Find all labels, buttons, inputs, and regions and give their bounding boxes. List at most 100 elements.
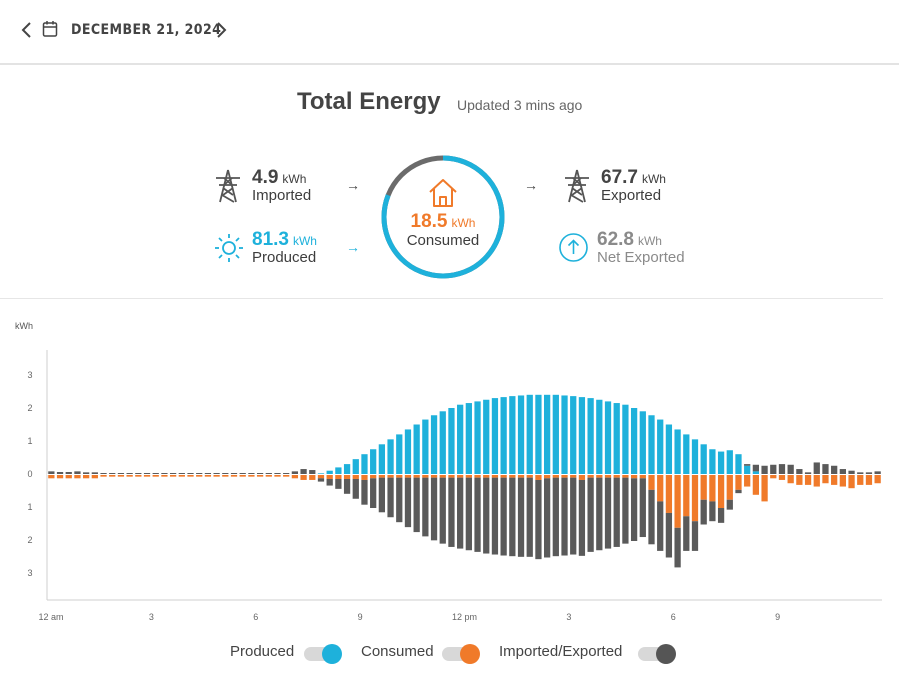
- x-tick-label: 9: [358, 612, 363, 622]
- produced-toggle[interactable]: [304, 644, 342, 664]
- bar-exported: [474, 477, 481, 552]
- bar-consumed: [857, 475, 864, 485]
- bar-consumed: [804, 475, 812, 485]
- arrow-right-icon: →: [346, 177, 360, 193]
- bar-imported: [761, 465, 768, 474]
- bar-exported: [439, 477, 446, 544]
- net-exported-value: 62.8: [597, 229, 634, 250]
- bar-exported: [396, 477, 403, 523]
- bar-consumed: [74, 475, 81, 479]
- bar-consumed: [48, 475, 55, 479]
- bar-exported: [596, 477, 603, 551]
- date-navigation-bar: DECEMBER 21, 2024: [0, 0, 899, 65]
- bar-consumed: [370, 475, 377, 479]
- bar-imported: [74, 471, 81, 474]
- selected-date[interactable]: DECEMBER 21, 2024: [71, 22, 222, 38]
- bar-imported: [187, 473, 194, 474]
- bar-consumed: [535, 475, 542, 480]
- bar-consumed: [448, 475, 455, 478]
- net-exported-label: Net Exported: [597, 249, 685, 266]
- bar-imported: [291, 471, 299, 474]
- x-tick-label: 6: [253, 612, 258, 622]
- bar-exported: [639, 478, 646, 538]
- bar-consumed: [404, 475, 412, 478]
- bar-exported: [387, 477, 394, 518]
- bar-produced: [674, 429, 681, 474]
- x-tick-label: 6: [671, 612, 676, 622]
- bar-produced: [665, 424, 673, 474]
- bar-consumed: [222, 475, 229, 477]
- bar-exported: [578, 479, 586, 556]
- calendar-icon[interactable]: [42, 20, 58, 43]
- bar-consumed: [735, 475, 742, 490]
- bar-produced: [657, 419, 664, 474]
- toggle-knob: [460, 644, 480, 664]
- bar-consumed: [161, 475, 168, 477]
- exported-unit: kWh: [641, 172, 666, 186]
- y-tick-label: 3: [27, 568, 32, 578]
- bar-imported: [48, 471, 55, 474]
- bar-imported: [204, 473, 212, 474]
- bar-consumed: [83, 475, 90, 479]
- bar-consumed: [683, 475, 690, 517]
- bar-produced: [457, 404, 464, 474]
- transmission-tower-icon: [216, 169, 240, 203]
- bar-imported: [300, 469, 307, 474]
- bar-consumed: [109, 475, 116, 477]
- bar-consumed: [326, 475, 333, 479]
- bar-consumed: [561, 475, 568, 478]
- arrow-up-circle-icon: [559, 233, 588, 262]
- bar-exported: [361, 479, 368, 505]
- bar-consumed: [126, 475, 133, 477]
- bar-consumed: [509, 475, 516, 478]
- bar-consumed: [317, 475, 325, 479]
- bar-consumed: [570, 475, 577, 478]
- bar-imported: [770, 464, 777, 474]
- imported-exported-toggle[interactable]: [638, 644, 676, 664]
- bar-consumed: [248, 475, 255, 477]
- bar-imported: [143, 473, 151, 474]
- bar-produced: [361, 454, 368, 474]
- bar-imported: [126, 473, 133, 474]
- bar-consumed: [778, 475, 786, 480]
- bar-exported: [543, 478, 551, 558]
- energy-bar-chart: kWh 3 2 1 0 1 2 3 12 am 3 6 9 12 pm 3 6 9: [15, 321, 882, 622]
- bar-imported: [752, 464, 760, 472]
- bar-exported: [326, 478, 333, 486]
- bar-exported: [622, 477, 629, 544]
- bar-consumed: [648, 475, 655, 490]
- chart-bars: [47, 394, 882, 568]
- bar-consumed: [291, 475, 299, 479]
- bar-consumed: [526, 475, 533, 478]
- bar-exported: [491, 477, 499, 555]
- bar-imported: [83, 472, 90, 474]
- consumed-toggle[interactable]: [442, 644, 480, 664]
- bar-produced: [526, 394, 533, 474]
- bar-consumed: [56, 475, 64, 479]
- bar-produced: [448, 408, 455, 474]
- imported-value: 4.9: [252, 167, 279, 188]
- bar-produced: [335, 467, 342, 474]
- bar-produced: [691, 439, 699, 474]
- bar-consumed: [143, 475, 151, 477]
- bar-produced: [509, 396, 516, 474]
- imported-unit: kWh: [282, 172, 307, 186]
- previous-day-button[interactable]: [20, 20, 36, 40]
- y-tick-label: 2: [27, 403, 32, 413]
- next-day-button[interactable]: [214, 20, 230, 40]
- transmission-tower-icon: [565, 169, 589, 203]
- bar-consumed: [639, 475, 646, 479]
- page-title: Total Energy: [297, 88, 441, 115]
- bar-consumed: [256, 475, 264, 477]
- bar-produced: [578, 397, 586, 474]
- updated-timestamp: Updated 3 mins ago: [457, 97, 583, 113]
- bar-consumed: [117, 475, 125, 477]
- bar-consumed: [839, 475, 846, 487]
- consumed-label: Consumed: [406, 232, 480, 249]
- bar-consumed: [796, 475, 803, 485]
- bar-imported: [778, 464, 786, 474]
- bar-exported: [735, 489, 742, 494]
- y-tick-label: 2: [27, 535, 32, 545]
- bar-produced: [474, 401, 481, 474]
- bar-consumed: [500, 475, 507, 478]
